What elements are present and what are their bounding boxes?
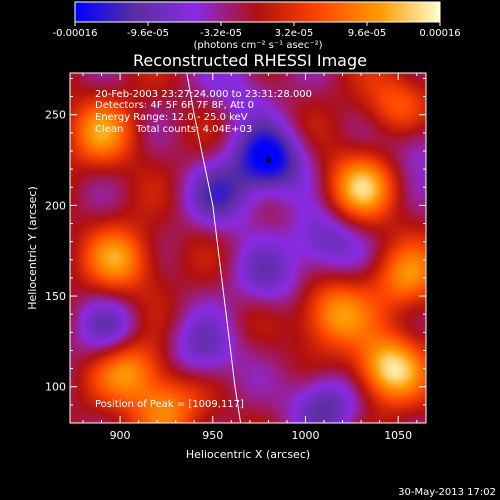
x-tick-label: 950 [202,429,223,442]
plot-frame [69,72,427,424]
annotation-clean: Clean Total counts: 4.04E+03 [95,124,252,135]
axes: 900 950 1000 1050 100 150 200 250 [45,73,426,442]
peak-marker [265,157,271,163]
y-axis-label: Heliocentric Y (arcsec) [26,186,39,310]
x-tick-label: 1050 [384,429,412,442]
colorbar [74,1,441,23]
chart-title: Reconstructed RHESSI Image [133,51,367,70]
y-tick-label: 150 [45,290,66,303]
annotation-detectors: Detectors: 4F 5F 6F 7F 8F, Att 0 [95,100,254,111]
colorbar-tick-label: 0.00016 [419,28,460,39]
colorbar-tick-label: -9.6e-05 [127,28,169,39]
annotation-peak-position: Position of Peak = [1009,117] [95,399,244,410]
colorbar-tick-label: 9.6e-05 [348,28,386,39]
colorbar-tick-label: -3.2e-05 [200,28,242,39]
footer-date: 30-May-2013 17:02 [398,487,496,498]
x-tick-label: 900 [110,429,131,442]
annotation-energy: Energy Range: 12.0 - 25.0 keV [95,112,248,123]
solar-limb-curve [186,73,242,423]
colorbar-tick-label: 3.2e-05 [275,28,313,39]
heatmap-image [70,73,426,423]
y-tick-label: 100 [45,381,66,394]
y-tick-label: 200 [45,199,66,212]
heatmap-area [70,73,426,423]
colorbar-tick-label: -0.00016 [53,28,98,39]
colorbar-ticks: -0.00016 -9.6e-05 -3.2e-05 3.2e-05 9.6e-05 0.… [53,22,461,39]
x-tick-label: 1000 [291,429,319,442]
annotation-time-range: 20-Feb-2003 23:27:24.000 to 23:31:28.000 [95,89,312,100]
x-axis-label: Heliocentric X (arcsec) [186,448,310,461]
colorbar-unit-label: (photons cm⁻² s⁻¹ asec⁻²) [193,40,322,51]
y-tick-label: 250 [45,109,66,122]
